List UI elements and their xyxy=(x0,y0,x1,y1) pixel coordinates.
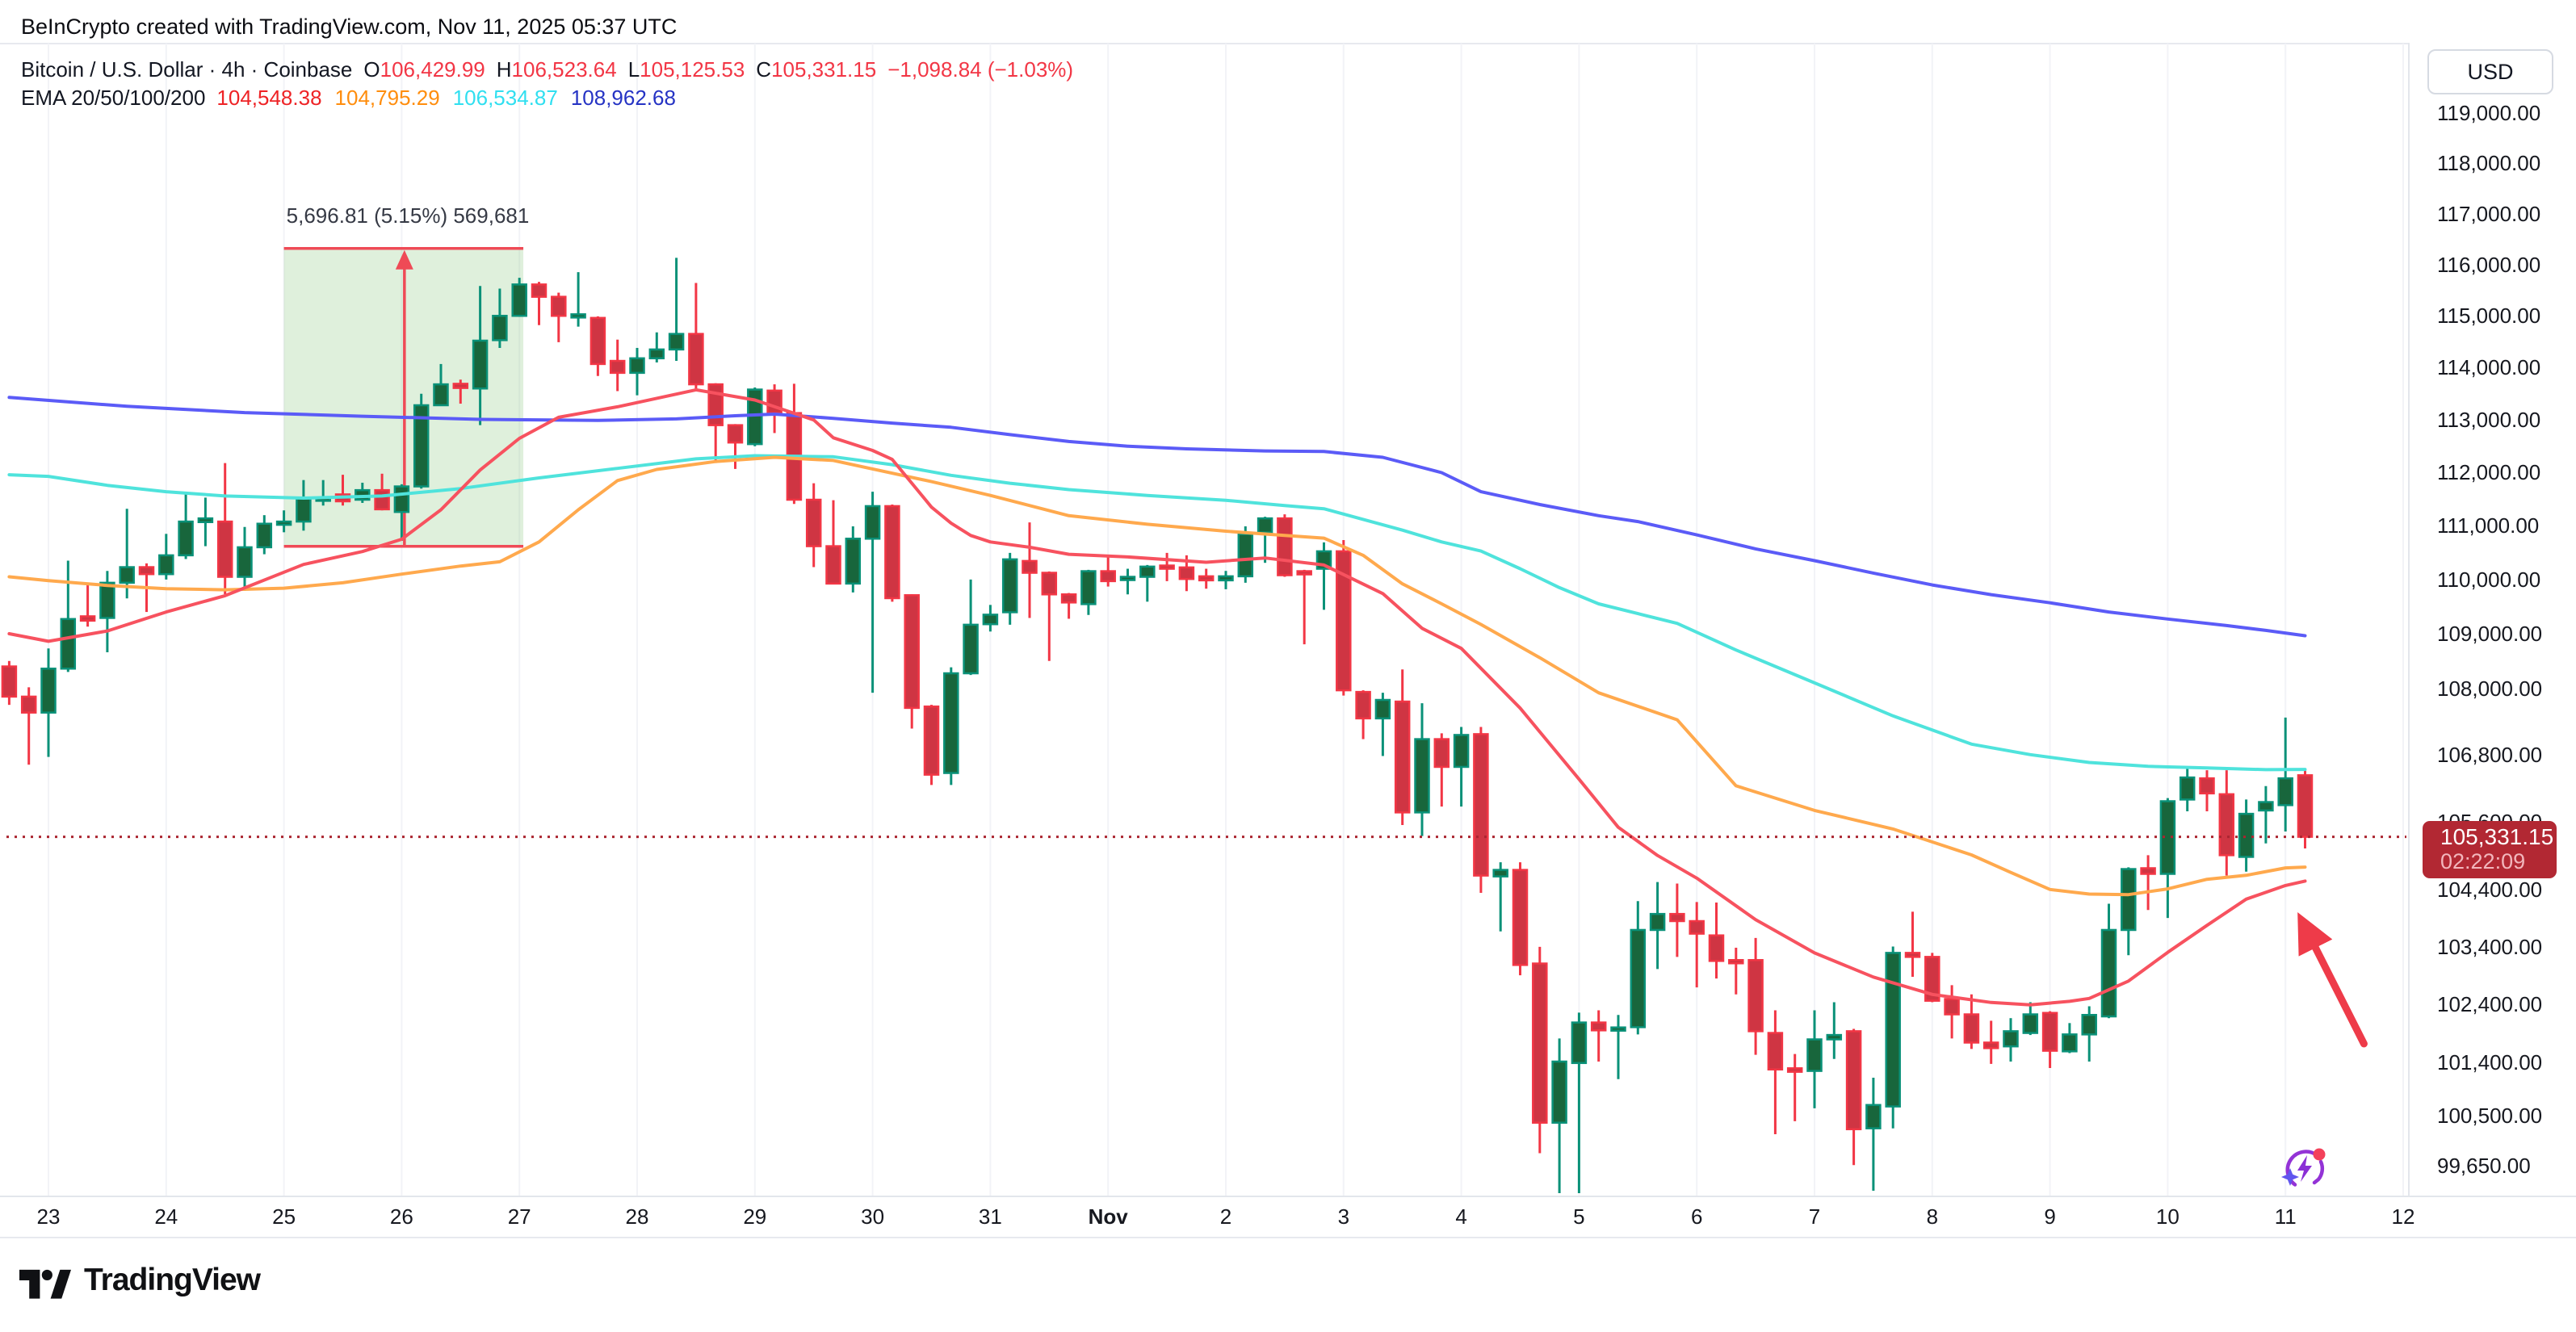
price-label: 116,000.00 xyxy=(2437,252,2541,277)
price-label: 106,800.00 xyxy=(2437,742,2543,767)
bar-countdown: 02:22:09 xyxy=(2440,848,2526,873)
ema-value-0: 104,548.38 xyxy=(216,86,322,110)
price-label: 111,000.00 xyxy=(2437,513,2540,538)
price-label: 100,500.00 xyxy=(2437,1103,2543,1128)
date-label-3: 3 xyxy=(1337,1204,1350,1229)
ema-20-line xyxy=(7,387,2307,1007)
currency-button[interactable]: USD xyxy=(2427,49,2553,94)
price-label: 119,000.00 xyxy=(2437,101,2541,125)
ohlc-low: L105,125.53 xyxy=(627,57,745,82)
tradingview-mark-icon xyxy=(19,1269,71,1299)
price-label: 108,000.00 xyxy=(2437,676,2543,701)
price-label: 103,400.00 xyxy=(2437,934,2543,959)
price-label: 102,400.00 xyxy=(2437,991,2543,1016)
date-label-12: 12 xyxy=(2391,1204,2415,1229)
date-label-31: 31 xyxy=(978,1204,1002,1229)
ema-value-3: 108,962.68 xyxy=(570,86,676,110)
ema-legend-label: EMA 20/50/100/200 xyxy=(21,86,206,110)
price-label: 110,000.00 xyxy=(2437,567,2541,592)
date-label-10: 10 xyxy=(2155,1204,2180,1229)
price-label: 101,400.00 xyxy=(2437,1050,2543,1075)
measurement-label: 5,696.81 (5.15%) 569,681 xyxy=(286,203,530,228)
date-label-6: 6 xyxy=(1690,1204,1703,1229)
attribution-text: BeInCrypto created with TradingView.com,… xyxy=(21,15,678,39)
last-price-value: 105,331.15 xyxy=(2440,823,2554,849)
date-label-28: 28 xyxy=(625,1204,649,1229)
date-label-5: 5 xyxy=(1573,1204,1585,1229)
ema-200-line xyxy=(7,396,2307,638)
date-label-27: 27 xyxy=(507,1204,531,1229)
tradingview-wordmark: TradingView xyxy=(84,1263,261,1297)
price-label: 99,650.00 xyxy=(2437,1154,2531,1178)
ema-value-2: 106,534.87 xyxy=(452,86,558,110)
tradingview-logo[interactable]: TradingView xyxy=(19,1259,261,1301)
date-label-4: 4 xyxy=(1455,1204,1467,1229)
date-label-9: 9 xyxy=(2044,1204,2056,1229)
price-label: 112,000.00 xyxy=(2437,460,2541,485)
ai-refresh-icon[interactable] xyxy=(2280,1144,2331,1194)
date-label-29: 29 xyxy=(743,1204,767,1229)
last-price-badge[interactable]: 105,331.15 02:22:09 xyxy=(2423,820,2557,878)
time-axis[interactable]: 23 24 25 26 27 28 29 30 31 Nov 2 3 4 5 6 7 8 9 10 11 12 xyxy=(0,1196,2576,1238)
ema-legend[interactable]: EMA 20/50/100/200 104,548.38 104,795.29 10… xyxy=(21,86,689,111)
ema-value-1: 104,795.29 xyxy=(334,86,440,110)
price-label: 115,000.00 xyxy=(2437,304,2541,329)
ohlc-close: C105,331.15 xyxy=(756,57,877,82)
ohlc-high: H106,523.64 xyxy=(496,57,617,82)
date-label-30: 30 xyxy=(861,1204,885,1229)
ema-100-line xyxy=(7,454,2307,772)
date-label-8: 8 xyxy=(1926,1204,1939,1229)
price-label: 109,000.00 xyxy=(2437,621,2543,646)
price-label: 117,000.00 xyxy=(2437,201,2541,226)
date-label-24: 24 xyxy=(154,1204,178,1229)
symbol-title[interactable]: Bitcoin / U.S. Dollar · 4h · Coinbase xyxy=(21,57,353,82)
ema-50-line xyxy=(7,455,2307,897)
price-label: 113,000.00 xyxy=(2437,408,2541,433)
date-label-nov: Nov xyxy=(1088,1204,1128,1229)
ohlc-open: O106,429.99 xyxy=(363,57,485,82)
date-label-2: 2 xyxy=(1219,1204,1232,1229)
date-label-26: 26 xyxy=(389,1204,413,1229)
date-label-7: 7 xyxy=(1808,1204,1821,1229)
price-label: 104,400.00 xyxy=(2437,877,2543,902)
symbol-legend[interactable]: Bitcoin / U.S. Dollar · 4h · Coinbase O1… xyxy=(21,57,1085,82)
date-label-25: 25 xyxy=(272,1204,296,1229)
annotation-arrow-icon xyxy=(2297,911,2368,1048)
price-label: 114,000.00 xyxy=(2437,355,2541,380)
date-label-23: 23 xyxy=(36,1204,61,1229)
date-label-11: 11 xyxy=(2274,1204,2297,1229)
chart-top-border xyxy=(0,43,2576,44)
price-axis[interactable]: USD 119,000.00 118,000.00 117,000.00 116,00… xyxy=(2408,43,2576,1196)
price-label: 118,000.00 xyxy=(2437,151,2541,175)
ohlc-change: −1,098.84 (−1.03%) xyxy=(887,57,1074,82)
